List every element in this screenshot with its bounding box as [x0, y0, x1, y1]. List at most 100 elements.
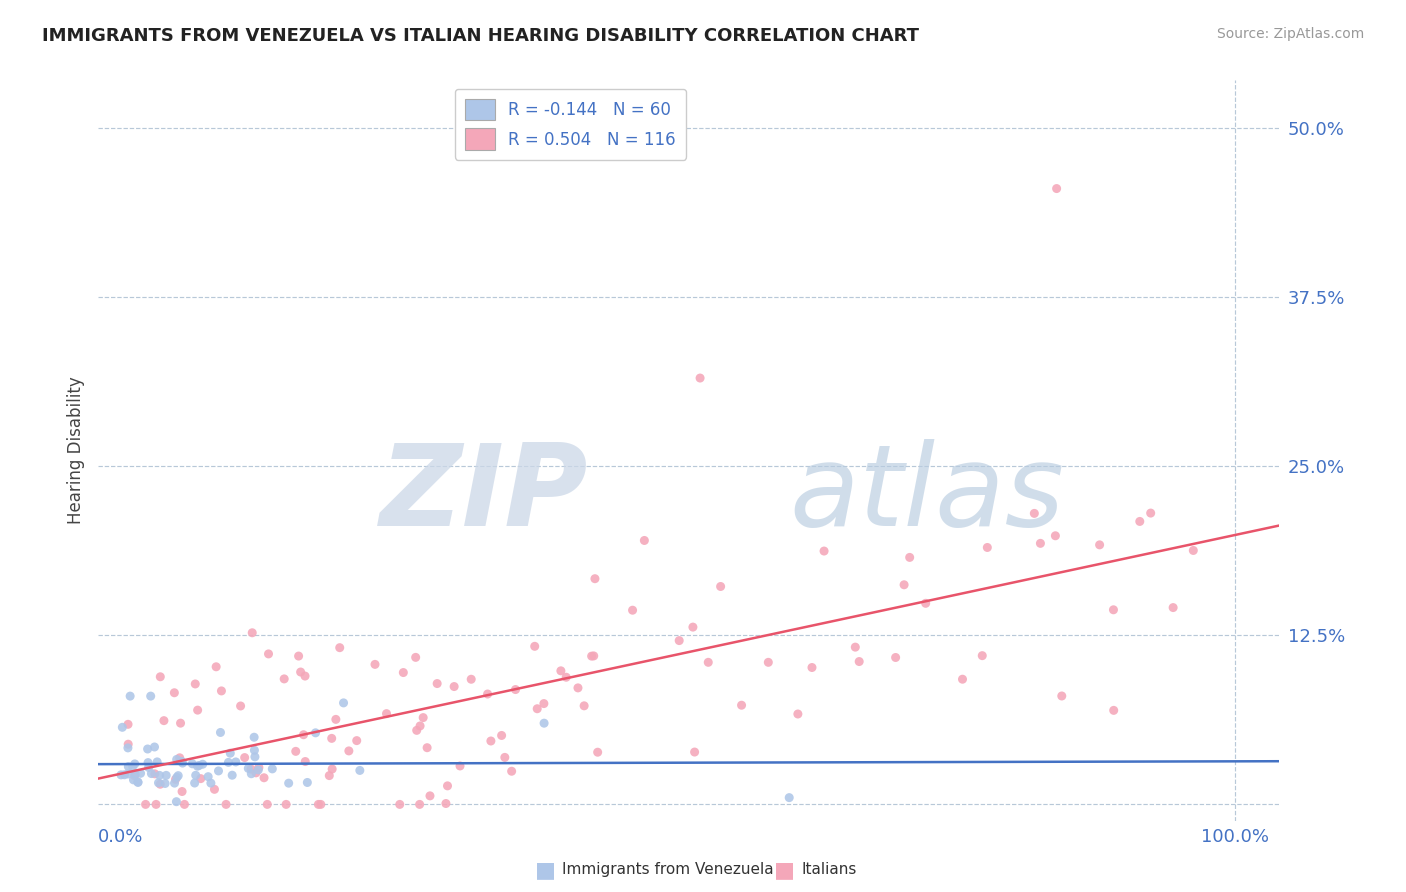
Point: [139, 689, 162, 703]
Point: [284, 744, 307, 758]
Point: [501, 764, 523, 779]
Point: [245, 765, 267, 780]
Point: [166, 752, 188, 766]
Point: [153, 776, 176, 790]
Point: [364, 657, 387, 672]
Point: [167, 769, 190, 783]
Point: [238, 761, 260, 775]
Point: [375, 706, 398, 721]
Point: [1024, 507, 1046, 521]
Point: [898, 550, 921, 565]
Point: [848, 655, 870, 669]
Point: [124, 756, 146, 771]
Point: [1050, 689, 1073, 703]
Point: [419, 789, 441, 803]
Point: [169, 716, 191, 731]
Point: [533, 716, 555, 731]
Point: [148, 768, 170, 782]
Point: [240, 766, 263, 780]
Point: [243, 749, 266, 764]
Point: [181, 756, 204, 771]
Point: [405, 650, 427, 665]
Point: [813, 544, 835, 558]
Point: [294, 755, 316, 769]
Point: [409, 719, 432, 733]
Point: [329, 640, 352, 655]
Point: [240, 625, 263, 640]
Point: [256, 797, 278, 812]
Point: [217, 756, 239, 770]
Point: [184, 768, 207, 782]
Point: [197, 770, 219, 784]
Point: [240, 762, 263, 776]
Point: [290, 665, 312, 679]
Point: [146, 755, 169, 769]
Point: [219, 746, 242, 760]
Point: [668, 633, 690, 648]
Point: [1088, 538, 1111, 552]
Point: [307, 797, 329, 812]
Point: [325, 712, 347, 726]
Point: [1029, 536, 1052, 550]
Point: [173, 797, 195, 812]
Point: [460, 672, 482, 686]
Point: [117, 717, 139, 731]
Point: [494, 750, 516, 764]
Point: [682, 620, 704, 634]
Point: [321, 731, 343, 746]
Point: [297, 775, 319, 789]
Point: [1046, 181, 1069, 195]
Point: [318, 769, 340, 783]
Point: [163, 776, 186, 790]
Point: [952, 672, 974, 686]
Point: [165, 795, 187, 809]
Point: [117, 737, 139, 751]
Point: [205, 660, 228, 674]
Point: [321, 762, 343, 776]
Point: [165, 772, 187, 787]
Point: [253, 771, 276, 785]
Point: [582, 648, 605, 663]
Point: [309, 797, 332, 812]
Text: IMMIGRANTS FROM VENEZUELA VS ITALIAN HEARING DISABILITY CORRELATION CHART: IMMIGRANTS FROM VENEZUELA VS ITALIAN HEA…: [42, 27, 920, 45]
Point: [273, 672, 295, 686]
Point: [491, 729, 513, 743]
Point: [135, 797, 157, 812]
Point: [233, 750, 256, 764]
Point: [221, 768, 243, 782]
Legend: R = -0.144   N = 60, R = 0.504   N = 116: R = -0.144 N = 60, R = 0.504 N = 116: [456, 88, 686, 160]
Text: ZIP: ZIP: [380, 440, 589, 550]
Point: [426, 676, 449, 690]
Point: [277, 776, 299, 790]
Point: [153, 714, 176, 728]
Point: [436, 779, 458, 793]
Point: [209, 725, 232, 739]
Text: Italians: Italians: [801, 863, 856, 877]
Point: [1129, 515, 1152, 529]
Text: ■: ■: [536, 860, 555, 880]
Point: [884, 650, 907, 665]
Point: [449, 759, 471, 773]
Point: [332, 696, 354, 710]
Point: [914, 596, 936, 610]
Point: [166, 770, 188, 784]
Point: [122, 772, 145, 787]
Point: [523, 640, 546, 654]
Point: [257, 647, 280, 661]
Point: [191, 757, 214, 772]
Point: [143, 767, 166, 781]
Point: [786, 706, 808, 721]
Point: [163, 686, 186, 700]
Point: [304, 726, 326, 740]
Point: [555, 670, 578, 684]
Point: [697, 656, 720, 670]
Point: [337, 744, 360, 758]
Point: [117, 767, 139, 781]
Point: [243, 743, 266, 757]
Point: [349, 764, 371, 778]
Point: [127, 775, 149, 789]
Point: [170, 755, 193, 769]
Point: [416, 740, 439, 755]
Point: [114, 768, 136, 782]
Point: [583, 572, 606, 586]
